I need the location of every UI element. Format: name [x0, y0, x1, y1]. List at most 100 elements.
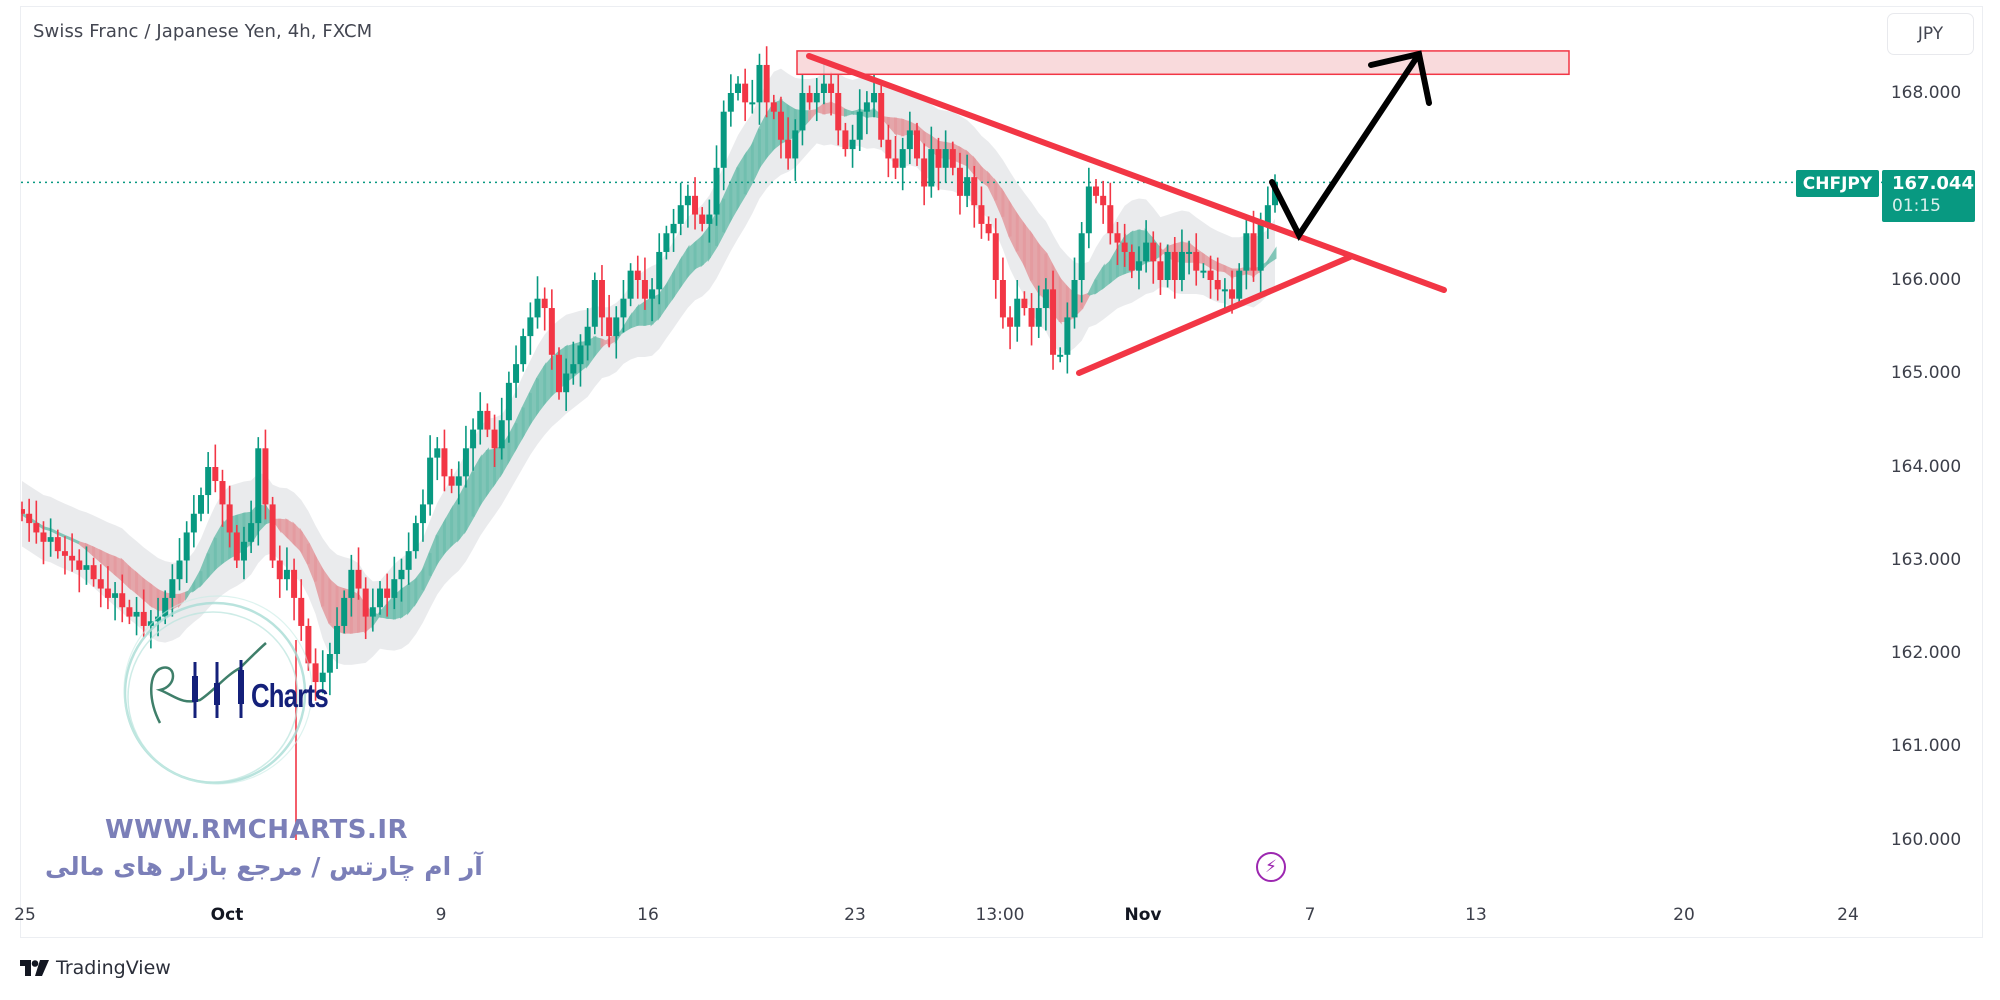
projection-arrow[interactable]: [1269, 51, 1422, 241]
candle: [871, 93, 878, 103]
candle: [641, 280, 648, 299]
resistance-zone[interactable]: [796, 50, 1570, 76]
candle: [1243, 233, 1250, 271]
lightning-icon[interactable]: ⚡: [1256, 852, 1286, 882]
candle: [484, 410, 491, 430]
candle: [90, 565, 97, 580]
candle: [1071, 280, 1078, 318]
candle: [1021, 298, 1028, 309]
candle: [255, 448, 262, 524]
arrowhead-icon: [1368, 50, 1432, 106]
price-axis-label: 162.000: [1890, 643, 1962, 663]
candle: [405, 551, 412, 570]
candle: [169, 579, 176, 598]
candle: [806, 93, 813, 103]
candle: [928, 149, 935, 187]
candle: [849, 139, 856, 150]
lower-trendline[interactable]: [1076, 254, 1353, 376]
candle: [534, 298, 541, 318]
candle: [899, 149, 906, 168]
candle: [520, 336, 527, 365]
candle: [620, 298, 627, 318]
candle: [627, 270, 634, 299]
candle: [1014, 298, 1021, 327]
candle: [1114, 233, 1121, 243]
candle: [785, 139, 792, 159]
candle: [1229, 289, 1236, 299]
candle: [455, 476, 462, 486]
candle: [835, 93, 842, 131]
candle: [334, 625, 341, 654]
candle: [1035, 308, 1042, 327]
tradingview-logo[interactable]: TradingView: [20, 957, 171, 979]
time-axis-label: 25: [14, 905, 36, 925]
candle: [248, 523, 255, 542]
candle: [1164, 251, 1171, 280]
candle: [649, 289, 656, 299]
candle: [276, 560, 283, 580]
watermark-persian-tagline: آر ام چارتس / مرجع بازار های مالی: [45, 852, 483, 881]
candle: [792, 130, 799, 159]
candle: [570, 364, 577, 374]
price-axis-label: 168.000: [1890, 83, 1962, 103]
chart-title: Swiss Franc / Japanese Yen, 4h, FXCM: [33, 21, 373, 42]
price-axis-label: 165.000: [1890, 363, 1962, 383]
candle: [699, 214, 706, 224]
candle: [326, 654, 333, 673]
time-axis-label: 20: [1673, 905, 1695, 925]
candle: [756, 64, 763, 103]
candle: [448, 476, 455, 486]
candle: [33, 523, 40, 533]
candle: [269, 504, 276, 561]
candle: [112, 593, 119, 598]
candle: [606, 317, 613, 337]
candle: [956, 167, 963, 196]
candle: [348, 569, 355, 598]
candle: [1107, 205, 1114, 234]
candle: [1150, 242, 1157, 262]
candle: [1100, 195, 1107, 206]
candle: [878, 93, 885, 140]
time-axis-label: 13: [1465, 905, 1487, 925]
candle: [341, 597, 348, 626]
candle: [1007, 317, 1014, 327]
candle: [384, 588, 391, 598]
candle: [978, 205, 985, 224]
symbol-badge: CHFJPY: [1796, 170, 1879, 197]
candle: [377, 588, 383, 608]
time-axis-label: 23: [844, 905, 866, 925]
candle: [1143, 242, 1150, 262]
footer-brand: TradingView: [56, 957, 171, 979]
candle: [1050, 289, 1057, 355]
upper-trendline[interactable]: [806, 53, 1447, 293]
candle: [226, 504, 233, 533]
currency-unit-button[interactable]: JPY: [1887, 13, 1974, 55]
candle: [1042, 289, 1049, 309]
candle: [999, 280, 1006, 318]
candle: [706, 214, 713, 224]
candle: [505, 382, 512, 421]
candle: [1200, 270, 1207, 273]
candle: [813, 93, 820, 103]
candle: [527, 317, 534, 337]
candle: [61, 551, 68, 556]
candle: [1157, 261, 1164, 280]
candle: [713, 167, 720, 215]
candle: [692, 195, 699, 215]
price-axis-label: 164.000: [1890, 457, 1962, 477]
time-axis-label: 7: [1304, 905, 1316, 925]
candle: [1221, 289, 1228, 292]
candle: [735, 83, 741, 93]
candle: [906, 130, 913, 150]
candle: [677, 205, 684, 224]
candle: [412, 523, 419, 552]
candle: [283, 569, 290, 580]
candle: [155, 616, 162, 622]
candle: [584, 326, 591, 346]
candle: [1193, 251, 1200, 271]
price-axis-label: 160.000: [1890, 830, 1962, 850]
candle: [498, 420, 505, 449]
candle: [770, 102, 777, 112]
candle: [684, 195, 691, 206]
